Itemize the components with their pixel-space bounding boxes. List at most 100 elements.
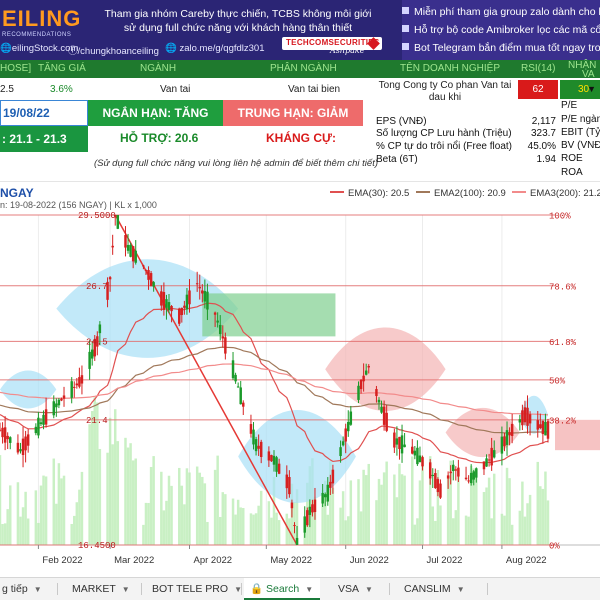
candle-body — [134, 250, 137, 263]
volume-bar — [106, 452, 109, 545]
volume-bar — [180, 485, 184, 545]
candle-body — [359, 379, 363, 390]
volume-bar — [203, 483, 207, 545]
ceiling-logo[interactable]: EILING RECOMMENDATIONS — [0, 4, 80, 40]
tab-vsa[interactable]: VSA ▼ — [324, 578, 390, 600]
candle-body — [362, 375, 365, 382]
candle-body — [485, 458, 488, 467]
volume-bar — [73, 515, 76, 545]
candle-body — [293, 525, 296, 527]
fib-level-label: 0% — [549, 542, 560, 552]
volume-bar — [259, 490, 263, 545]
candle-body — [308, 506, 312, 515]
tab-market[interactable]: MARKET ▼ — [64, 578, 142, 600]
price-chart[interactable]: 100% 78.6% 61.8% 50% 38.2% 0% Feb 2022 Mar 202… — [0, 211, 600, 568]
chevron-down-icon: ▼ — [33, 585, 42, 594]
candle-body — [367, 366, 370, 368]
volume-bar — [231, 498, 235, 545]
volume-bar — [341, 491, 345, 545]
volume-bar — [421, 456, 424, 545]
candle-body — [377, 399, 381, 403]
volume-bar — [55, 503, 58, 545]
volume-bar — [398, 463, 401, 545]
ema-lines — [0, 302, 549, 464]
volume-bar — [490, 518, 493, 545]
candle-body — [80, 375, 84, 384]
tab-canslim[interactable]: CANSLIM ▼ — [392, 578, 488, 600]
legend-ema100[interactable]: EMA2(100): 20.9 — [416, 188, 506, 199]
fib-level-label: 50% — [549, 376, 566, 386]
volume-bar — [62, 475, 66, 545]
tab-separator — [141, 583, 142, 595]
volume-bar — [113, 409, 117, 545]
short-term-trend: NGẮN HẠN: TĂNG — [88, 100, 223, 126]
volume-bar — [34, 490, 38, 545]
candle-body — [144, 270, 148, 272]
candle-body — [198, 286, 201, 289]
candle-body — [21, 438, 25, 455]
tab-continue[interactable]: g tiếp ▼ — [0, 578, 58, 600]
rsi-value: 62 — [518, 80, 558, 99]
candle-body — [221, 336, 225, 339]
volume-bar — [108, 417, 112, 545]
banner-promo-line-2: sử dụng full chức năng với khách hàng th… — [123, 22, 353, 34]
volume-bar — [546, 500, 550, 545]
date-field[interactable]: 19/08/22 — [0, 100, 88, 126]
legend-ema30[interactable]: EMA(30): 20.5 — [330, 188, 409, 199]
candle-body — [88, 351, 91, 369]
candle-body — [60, 398, 63, 401]
volume-bar — [362, 469, 365, 545]
candle-body — [73, 386, 76, 388]
volume-bar — [165, 500, 168, 545]
candle-body — [44, 409, 48, 425]
volume-bars — [0, 397, 550, 545]
facebook-link[interactable]: ⓕ/chungkhoanceiling — [68, 46, 159, 57]
candle-body — [131, 246, 135, 262]
shares-outstanding-value: 323.7 — [530, 128, 556, 139]
site-link[interactable]: 🌐eilingStock.com — [0, 43, 79, 54]
volume-bar — [347, 516, 350, 545]
header-subsector: PHÂN NGÀNH — [270, 63, 337, 74]
candle-body — [42, 414, 45, 425]
volume-bar — [475, 468, 478, 545]
candle-body — [339, 447, 342, 457]
chart-header: NGAY n: 19-08-2022 (156 NGAY) | KL x 1,0… — [0, 181, 600, 211]
candle-body — [116, 215, 120, 229]
volume-bar — [195, 466, 199, 545]
volume-bar — [487, 477, 491, 545]
candle-body — [257, 445, 260, 449]
candle-body — [55, 403, 58, 408]
candle-body — [113, 215, 117, 216]
candle-body — [75, 383, 79, 386]
volume-bar — [39, 485, 43, 545]
tab-search[interactable]: 🔒 Search ▼ — [244, 578, 320, 600]
candle-body — [439, 483, 442, 498]
volume-bar — [152, 456, 155, 545]
candle-body — [321, 492, 324, 504]
candle-body — [16, 442, 20, 453]
candle-body — [541, 420, 545, 435]
candle-body — [57, 399, 61, 406]
volume-bar — [528, 494, 532, 545]
tab-bot-tele-pro[interactable]: BOT TELE PRO ▼ — [142, 578, 242, 600]
candle-body — [290, 502, 294, 509]
volume-bar — [78, 489, 81, 545]
candle-body — [464, 477, 468, 480]
tab-separator — [241, 583, 242, 595]
zalo-link[interactable]: 🌐 zalo.me/g/qgfdlz301 — [165, 43, 265, 54]
candle-body — [126, 244, 130, 251]
candle-body — [288, 476, 291, 495]
month-tick-label: Aug 2022 — [506, 555, 547, 566]
chevron-down-icon: ▼ — [365, 585, 373, 594]
candle-body — [259, 441, 263, 458]
candle-body — [546, 421, 550, 439]
rating-dropdown[interactable]: 30 ▼ — [560, 80, 600, 99]
candle-body — [475, 468, 478, 478]
candle-body — [270, 455, 273, 462]
fib-level-label: 78.6% — [549, 282, 577, 292]
candle-body — [436, 479, 440, 493]
legend-ema200[interactable]: EMA3(200): 21.2 — [512, 188, 600, 199]
candle-body — [418, 455, 422, 463]
candle-body — [167, 302, 171, 310]
candle-body — [341, 441, 345, 446]
